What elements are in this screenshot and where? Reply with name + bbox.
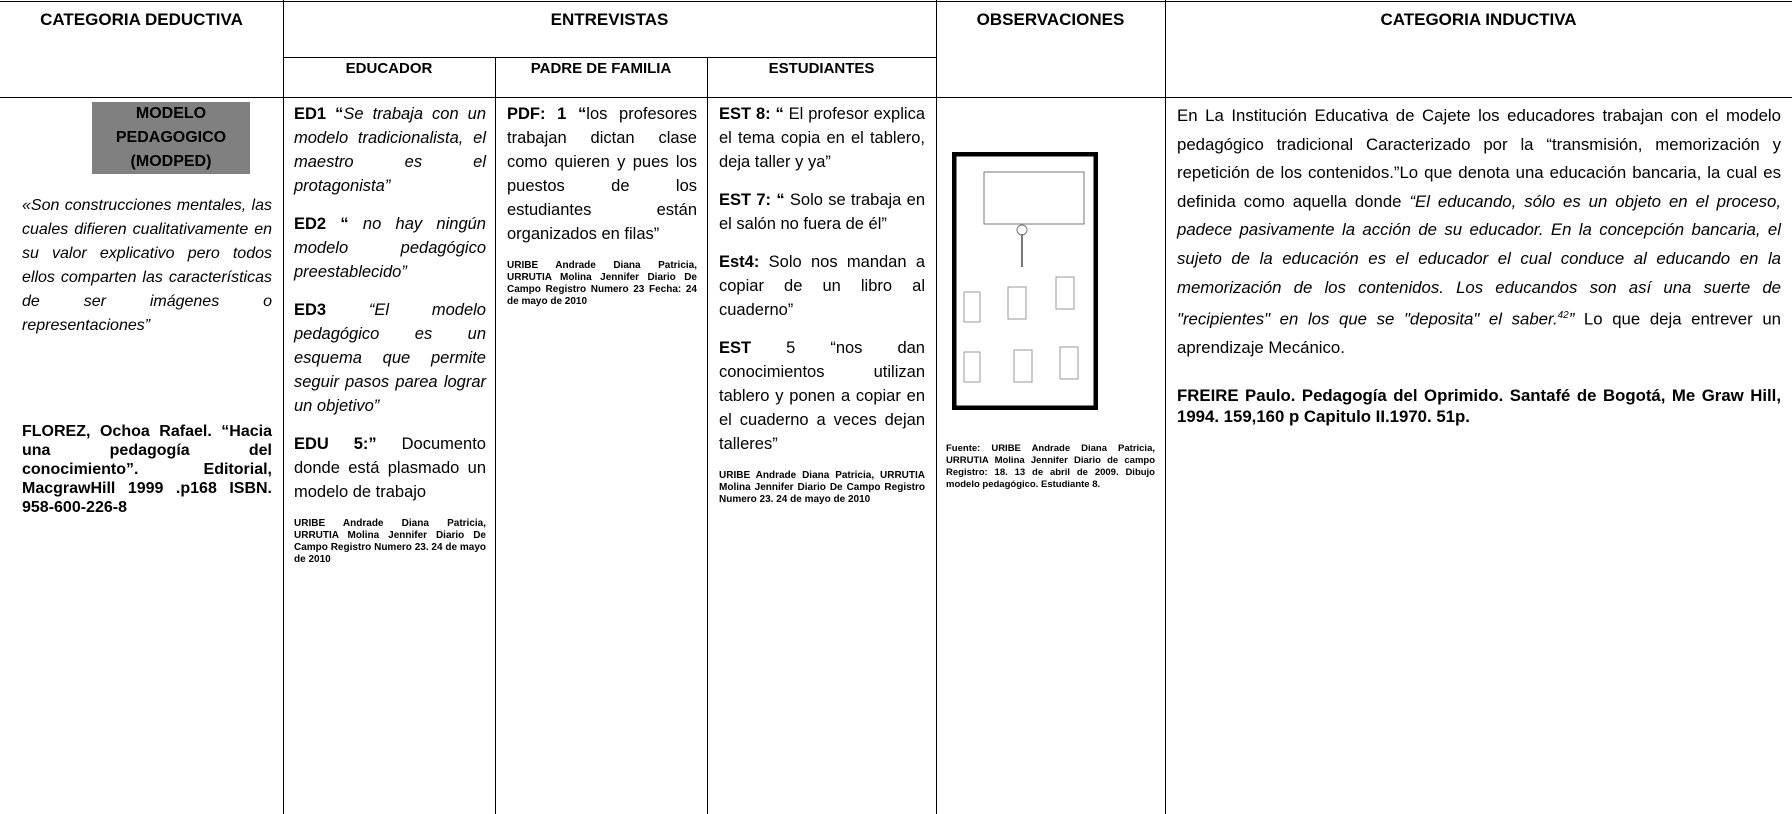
source: URIBE Andrade Diana Patricia, URRUTIA Mo… <box>507 260 697 307</box>
subheader: PADRE DE FAMILIA <box>530 60 672 77</box>
header: CATEGORIA INDUCTIVA <box>1380 10 1577 29</box>
subheader: ESTUDIANTES <box>768 60 875 77</box>
code: Est4: <box>719 253 760 271</box>
cell: EST 8: “ El profesor explica el tema cop… <box>719 102 925 520</box>
text: Lo que deja entrever un aprendizaje Mecá… <box>1177 309 1781 358</box>
quote-end: ” <box>1568 309 1575 329</box>
border <box>707 57 708 814</box>
border <box>495 57 496 814</box>
reference: FLOREZ, Ochoa Rafael. “Hacia una pedagog… <box>22 423 272 516</box>
code: EDU 5:” <box>294 435 377 453</box>
quote: «Son construcciones mentales, las cuales… <box>22 197 272 334</box>
border <box>283 0 284 814</box>
text: no hay ningún modelo pedagógico preestab… <box>294 215 486 281</box>
footnote: 42 <box>1557 310 1569 322</box>
cell: ED1 “Se trabaja con un modelo tradiciona… <box>294 102 486 580</box>
reference: FREIRE Paulo. Pedagogía del Oprimido. Sa… <box>1177 385 1781 426</box>
subheader: EDUCADOR <box>345 60 433 77</box>
cell: MODELO PEDAGOGICO (MODPED) «Son construc… <box>22 102 272 531</box>
text: Solo se trabaja en el salón no fuera de … <box>719 191 925 233</box>
border <box>0 1 1792 2</box>
text: 5 “nos dan conocimientos utilizan tabler… <box>719 339 925 453</box>
code: EST <box>719 339 752 357</box>
text: los profesores trabajan dictan clase com… <box>507 105 698 243</box>
border <box>0 97 1792 98</box>
border <box>1165 0 1166 814</box>
code: PDF: 1 “ <box>507 105 587 123</box>
code: ED3 <box>294 301 327 319</box>
title: MODELO PEDAGOGICO (MODPED) <box>92 102 250 174</box>
quote: “El educando, sólo es un objeto en el pr… <box>1177 191 1781 329</box>
source: URIBE Andrade Diana Patricia, URRUTIA Mo… <box>719 470 925 505</box>
text: “El modelo pedagógico es un esquema que … <box>294 301 486 415</box>
code: ED1 “ <box>294 105 344 123</box>
text: El profesor explica el tema copia en el … <box>719 105 925 171</box>
caption: Fuente: URIBE Andrade Diana Patricia, UR… <box>946 443 1155 490</box>
header: OBSERVACIONES <box>976 10 1125 29</box>
source: URIBE Andrade Diana Patricia, URRUTIA Mo… <box>294 518 486 565</box>
drawing <box>952 152 1098 410</box>
border <box>936 0 937 814</box>
code: EST 7: “ <box>719 191 785 209</box>
cell: PDF: 1 “los profesores trabajan dictan c… <box>507 102 697 322</box>
text: Solo nos mandan a copiar de un libro al … <box>719 253 925 319</box>
text: En La Institución Educativa de Cajete lo… <box>1177 106 1781 211</box>
header: ENTREVISTAS <box>550 10 669 29</box>
border <box>283 57 936 58</box>
code: EST 8: “ <box>719 105 784 123</box>
text: Se trabaja con un modelo tradicionalista… <box>294 105 487 195</box>
text: Documento donde está plasmado un modelo … <box>294 435 486 501</box>
code: ED2 “ <box>294 215 349 233</box>
cell: En La Institución Educativa de Cajete lo… <box>1177 102 1781 441</box>
header: CATEGORIA DEDUCTIVA <box>40 10 243 29</box>
